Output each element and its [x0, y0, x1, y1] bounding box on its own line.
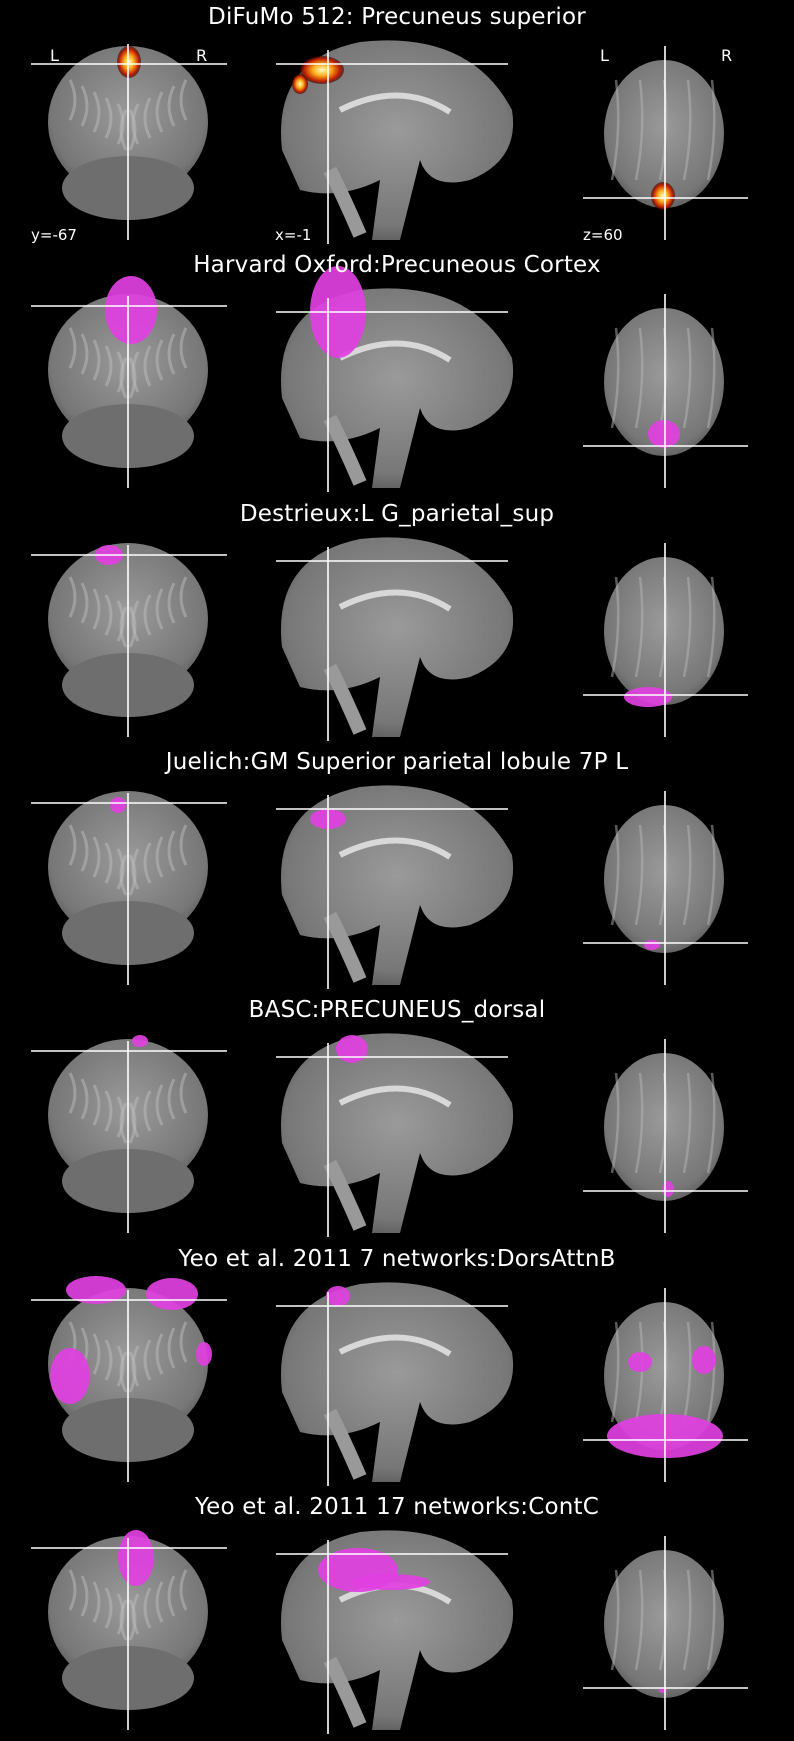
- axial-slice: [604, 1053, 724, 1202]
- panel-title: Yeo et al. 2011 7 networks:DorsAttnB: [178, 1245, 616, 1272]
- activation-overlay: [110, 796, 126, 813]
- activation-overlay: [692, 1345, 716, 1374]
- activation-overlay: [105, 276, 157, 345]
- sagittal-coord-label: x=-1: [275, 226, 312, 244]
- brain-slices: [31, 40, 748, 244]
- panel-title: Yeo et al. 2011 17 networks:ContC: [194, 1493, 600, 1520]
- atlas-panel: Juelich:GM Superior parietal lobule 7P L: [0, 745, 794, 993]
- sagittal-slice: [280, 1281, 514, 1482]
- atlas-panel: Yeo et al. 2011 17 networks:ContC: [0, 1490, 794, 1738]
- axial-slice: [604, 60, 724, 208]
- activation-overlay: [132, 1035, 148, 1048]
- brain-slices: [31, 1033, 748, 1238]
- activation-overlay: [196, 1341, 212, 1366]
- activation-overlay: [624, 686, 672, 707]
- activation-overlay: [117, 46, 141, 78]
- atlas-panel: Yeo et al. 2011 7 networks:DorsAttnB: [0, 1242, 794, 1490]
- panel-title: Harvard Oxford:Precuneous Cortex: [193, 252, 601, 279]
- activation-overlay: [336, 1035, 368, 1064]
- panel-title: Juelich:GM Superior parietal lobule 7P L: [165, 748, 629, 775]
- brain-slices: [31, 537, 748, 741]
- atlas-panel: Harvard Oxford:Precuneous Cortex: [0, 248, 794, 496]
- atlas-panel: BASC:PRECUNEUS_dorsal: [0, 993, 794, 1241]
- brain-slices: [31, 266, 748, 493]
- axial-left-label: L: [600, 46, 609, 65]
- axial-slice: [604, 308, 724, 457]
- sagittal-slice: [280, 785, 514, 985]
- sagittal-slice: [280, 1033, 514, 1234]
- activation-overlay: [648, 420, 680, 449]
- activation-overlay: [628, 1351, 652, 1372]
- coronal-left-label: L: [50, 46, 59, 65]
- panel-title: BASC:PRECUNEUS_dorsal: [248, 997, 546, 1024]
- activation-overlay: [326, 1285, 350, 1306]
- activation-overlay: [292, 74, 308, 94]
- sagittal-slice: [280, 40, 514, 240]
- brain-slices: [31, 1529, 748, 1734]
- activation-overlay: [50, 1347, 90, 1404]
- axial-right-label: R: [721, 46, 733, 65]
- brain-slices: [31, 1275, 748, 1486]
- atlas-panel: DiFuMo 512: Precuneus superior: [0, 0, 794, 248]
- activation-overlay: [118, 1529, 154, 1586]
- coronal-right-label: R: [196, 46, 208, 65]
- brain-slices: [31, 785, 748, 989]
- activation-overlay: [66, 1275, 126, 1304]
- panel-title: DiFuMo 512: Precuneus superior: [208, 4, 586, 30]
- sagittal-slice: [280, 537, 514, 737]
- atlas-panel: Destrieux:L G_parietal_sup: [0, 497, 794, 745]
- activation-overlay: [350, 1573, 430, 1590]
- axial-slice: [604, 1301, 724, 1450]
- activation-overlay: [644, 939, 660, 950]
- activation-overlay: [300, 56, 344, 84]
- sagittal-slice: [280, 1530, 514, 1730]
- axial-slice: [604, 556, 724, 705]
- axial-slice: [604, 804, 724, 953]
- activation-overlay: [662, 1181, 674, 1198]
- axial-coord-label: z=60: [583, 226, 623, 244]
- activation-overlay: [146, 1277, 198, 1310]
- activation-overlay: [651, 182, 675, 210]
- coronal-coord-label: y=-67: [31, 226, 77, 244]
- axial-slice: [604, 1549, 724, 1698]
- panel-title: Destrieux:L G_parietal_sup: [239, 500, 555, 527]
